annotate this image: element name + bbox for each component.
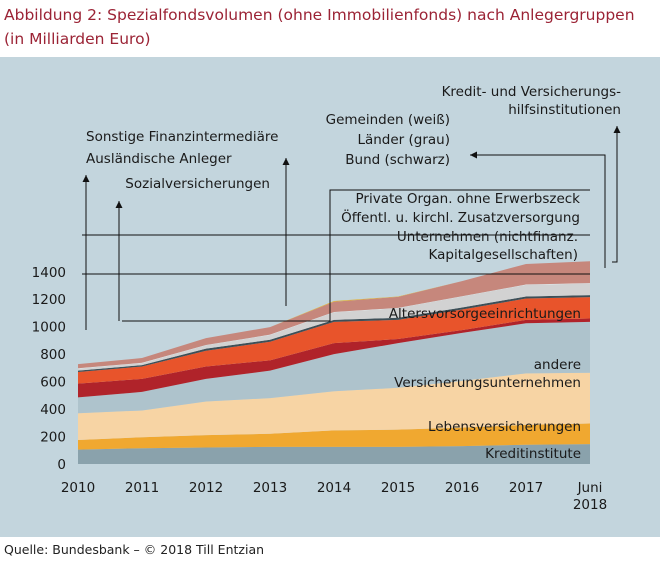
leader-kredit-hilfsinstitutionen-arrowhead: [613, 126, 621, 133]
y-tick-label: 200: [40, 430, 66, 446]
series-label: Kapitalgesellschaften): [429, 247, 578, 263]
x-tick-label: 2013: [253, 480, 287, 496]
x-tick-label: 2015: [381, 480, 415, 496]
series-label: Gemeinden (weiß): [326, 112, 450, 128]
series-label: Ausländische Anleger: [86, 151, 232, 167]
series-label: andere: [534, 357, 581, 373]
source-note: Quelle: Bundesbank – © 2018 Till Entzian: [4, 542, 265, 557]
area-private-organ-ohne-erwerbszweck: [78, 297, 590, 384]
x-tick-label: 2014: [317, 480, 351, 496]
y-tick-label: 0: [57, 457, 66, 473]
y-tick-label: 800: [40, 347, 66, 363]
series-label: Sozialversicherungen: [125, 176, 270, 192]
x-tick-label: 2017: [509, 480, 543, 496]
series-label: Öffentl. u. kirchl. Zusatzversorgung: [341, 208, 580, 226]
y-tick-label: 1400: [32, 265, 66, 281]
x-tick-label: 2016: [445, 480, 479, 496]
series-label: Kredit- und Versicherungs-: [442, 84, 622, 100]
x-tick-label: 2010: [61, 480, 95, 496]
series-label: Bund (schwarz): [345, 152, 450, 168]
chart-title: Abbildung 2: Spezialfondsvolumen (ohne I…: [4, 6, 635, 48]
series-label: Private Organ. ohne Erwerbszeck: [356, 191, 581, 207]
area-länder-grau: [78, 283, 590, 371]
x-tick-label: 2018: [573, 497, 607, 513]
y-tick-label: 400: [40, 402, 66, 418]
area-altersvorsorgeeinrichtungen: [78, 321, 590, 414]
series-label: Altersvorsorgeeinrichtungen: [389, 306, 581, 322]
area-unternehmen-nichtfinanz-kapitalgesellschaften: [78, 318, 590, 398]
series-label: Unternehmen (nichtfinanz.: [397, 229, 578, 245]
series-label: Lebensversicherungen: [428, 419, 581, 435]
series-label: Kreditinstitute: [485, 446, 581, 462]
series-label: hilfsinstitutionen: [508, 102, 621, 118]
series-label: Sonstige Finanzintermediäre: [86, 129, 278, 145]
leader-bund-laender-gemeinden: [470, 154, 606, 268]
series-label: Versicherungsunternehmen: [394, 375, 581, 391]
x-tick-label: 2011: [125, 480, 159, 496]
leader-unternehmen-arrow-arrowhead: [282, 158, 290, 165]
area-lebensversicherungen: [78, 423, 590, 450]
area-andere-versicherungsunternehmen: [78, 372, 590, 440]
leader-sozialversicherungen: [122, 189, 590, 322]
y-tick-label: 1200: [32, 292, 66, 308]
series-label: Länder (grau): [357, 132, 450, 148]
leader-kredit-hilfsinstitutionen: [612, 126, 618, 263]
y-tick-label: 1000: [32, 320, 66, 336]
x-tick-label: Juni: [577, 480, 603, 496]
x-tick-label: 2012: [189, 480, 223, 496]
area-kreditinstitute: [78, 444, 590, 464]
leader-bund-laender-gemeinden-arrowhead: [470, 151, 477, 159]
y-tick-label: 600: [40, 375, 66, 391]
leader-sonstige-finanzintermediaere-arrowhead: [82, 175, 90, 182]
area-öffentl-u-kirchl-zusatzversorgung: [78, 261, 590, 369]
leader-auslaendische-anleger-arrowhead: [115, 201, 123, 208]
